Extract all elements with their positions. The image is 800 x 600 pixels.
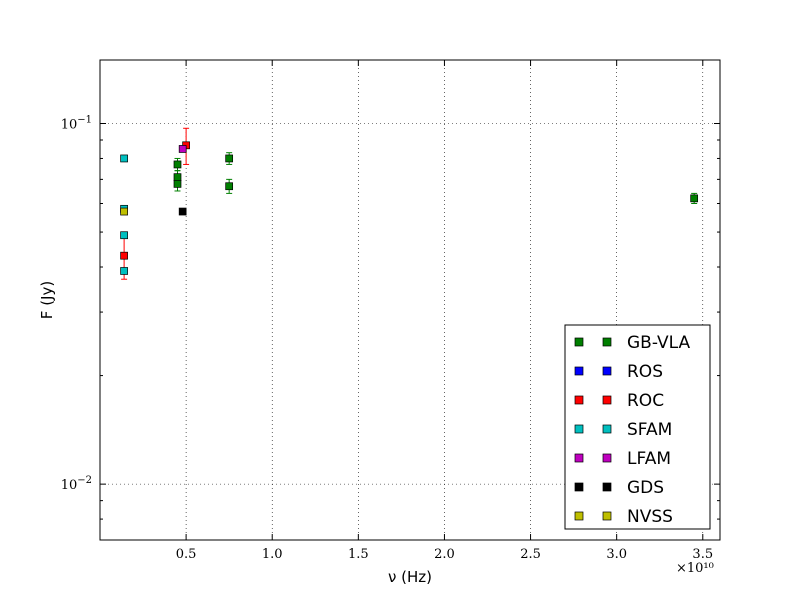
x-tick-label: 1.0 bbox=[262, 547, 283, 562]
legend-label: NVSS bbox=[627, 507, 673, 527]
legend-marker bbox=[574, 511, 584, 521]
y-axis-label: F (Jy) bbox=[38, 281, 56, 319]
plot-frame bbox=[99, 59, 721, 541]
y-tick-base: 10 bbox=[61, 118, 78, 133]
data-point-sfam bbox=[120, 267, 128, 275]
x-tick-label: 1.5 bbox=[348, 547, 369, 562]
legend-label: GDS bbox=[627, 478, 664, 498]
data-point-sfam bbox=[120, 154, 128, 163]
legend-marker bbox=[602, 511, 612, 521]
legend-marker bbox=[602, 453, 612, 463]
legend-marker bbox=[574, 453, 584, 463]
legend-marker bbox=[574, 337, 584, 347]
legend-marker bbox=[602, 424, 612, 434]
y-tick-exponent: −2 bbox=[77, 475, 92, 486]
x-tick-label: 0.5 bbox=[176, 547, 197, 562]
legend-marker bbox=[602, 337, 612, 347]
y-tick-base: 10 bbox=[61, 478, 78, 493]
legend-label: SFAM bbox=[627, 420, 672, 440]
legend-label: ROC bbox=[627, 391, 664, 411]
x-tick-label: 2.5 bbox=[520, 547, 541, 562]
y-tick-exponent: −1 bbox=[77, 115, 92, 126]
data-points bbox=[120, 127, 699, 280]
x-tick-label: 3.5 bbox=[692, 547, 713, 562]
legend-marker bbox=[574, 424, 584, 434]
data-point-sfam bbox=[120, 231, 128, 240]
data-point-lfam bbox=[178, 145, 187, 153]
data-point-gb-vla bbox=[225, 154, 234, 163]
data-point-nvss bbox=[120, 207, 128, 216]
y-tick-label: 10−1 bbox=[61, 115, 92, 133]
x-axis-label: ν (Hz) bbox=[388, 568, 432, 586]
legend-label: ROS bbox=[627, 362, 663, 382]
legend-marker bbox=[602, 482, 612, 492]
data-point-gb-vla bbox=[173, 180, 182, 188]
data-point-gb-vla bbox=[225, 182, 234, 191]
data-point-roc bbox=[120, 251, 128, 260]
legend-marker bbox=[602, 395, 612, 405]
legend-label: LFAM bbox=[627, 449, 671, 469]
ticks: 0.5 1.0 1.5 2.0 2.5 3.0 3.510−210−1 bbox=[61, 60, 720, 562]
data-point-gb-vla bbox=[173, 160, 182, 169]
legend-marker bbox=[574, 366, 584, 376]
legend-marker bbox=[574, 395, 584, 405]
data-point-gds bbox=[178, 207, 187, 216]
legend-label: GB-VLA bbox=[627, 333, 690, 353]
x-tick-label: 2.0 bbox=[434, 547, 455, 562]
y-tick-label: 10−2 bbox=[61, 475, 92, 493]
legend-marker bbox=[574, 482, 584, 492]
legend-frame bbox=[564, 324, 711, 530]
data-point-gb-vla bbox=[690, 194, 699, 203]
x-tick-label: 3.0 bbox=[606, 547, 627, 562]
legend: GB-VLA ROS ROC SFAM LFAM GDS NVSS bbox=[564, 324, 711, 530]
x-offset-label: ×10¹⁰ bbox=[676, 561, 714, 576]
legend-marker bbox=[602, 366, 612, 376]
